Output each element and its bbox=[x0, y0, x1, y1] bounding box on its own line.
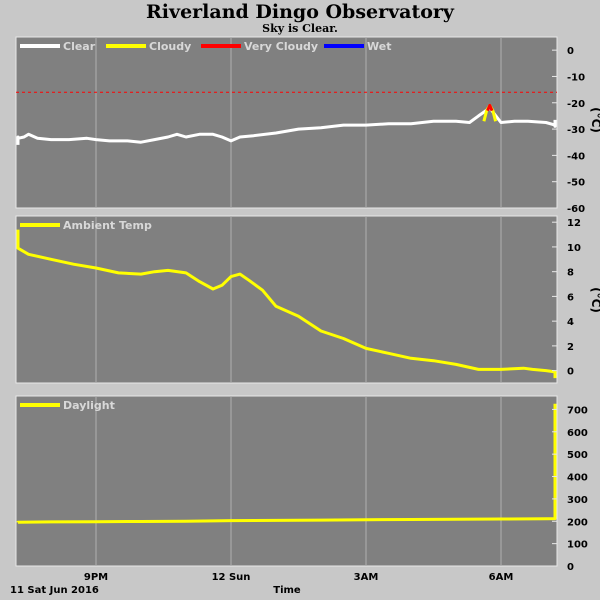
sky-temp-series bbox=[16, 103, 557, 145]
ambient-legend: Ambient Temp bbox=[20, 219, 152, 232]
sky-status-subtitle: Sky is Clear. bbox=[262, 22, 338, 35]
y-tick-label-0: 700 bbox=[567, 405, 588, 416]
x-axis-label: Time bbox=[273, 585, 301, 596]
ambient-temp-panel: 12 10 8 6 4 2 0 (°C) Ambient Temp bbox=[15, 215, 600, 384]
sky-temp-y-ticks: 0 -10 -20 -30 -40 -50 -60 bbox=[552, 46, 585, 215]
ambient-temp-plot-area bbox=[15, 215, 558, 384]
y-tick-label-6: -60 bbox=[567, 204, 585, 215]
legend-ambient-temp: Ambient Temp bbox=[63, 219, 152, 232]
y-tick-label-2: 500 bbox=[567, 450, 588, 461]
x-tick-label-0: 9PM bbox=[84, 572, 108, 583]
y-tick-label-1: -10 bbox=[567, 72, 585, 83]
y-tick-label-4: 4 bbox=[567, 317, 574, 328]
series-line-3 bbox=[486, 103, 494, 112]
y-tick-label-6: 100 bbox=[567, 540, 588, 551]
x-tick-label-2: 3AM bbox=[354, 572, 379, 583]
y-tick-label-0: 12 bbox=[567, 218, 581, 229]
ambient-temp-y-unit: (°C) bbox=[589, 287, 600, 313]
y-tick-label-1: 10 bbox=[567, 243, 581, 254]
y-tick-label-3: 6 bbox=[567, 292, 574, 303]
daylight-y-ticks: 700 600 500 400 300 200 100 0 bbox=[552, 405, 588, 573]
series-line-0 bbox=[16, 106, 491, 145]
y-tick-label-4: 300 bbox=[567, 495, 588, 506]
sky-temp-panel: 0 -10 -20 -30 -40 -50 -60 (°C) Clear Cloudy Ve… bbox=[15, 36, 600, 215]
daylight-legend: Daylight bbox=[20, 399, 115, 412]
series-line-0 bbox=[16, 403, 557, 524]
series-line-1 bbox=[488, 107, 557, 128]
y-tick-label-7: 0 bbox=[567, 562, 574, 573]
y-tick-label-3: 400 bbox=[567, 473, 588, 484]
daylight-grid bbox=[95, 396, 502, 566]
daylight-panel: 700 600 500 400 300 200 100 0 Daylight bbox=[15, 395, 588, 573]
y-tick-label-0: 0 bbox=[567, 46, 574, 57]
y-tick-label-2: -20 bbox=[567, 99, 585, 110]
sky-temp-y-unit: (°C) bbox=[589, 107, 600, 133]
ambient-temp-y-ticks: 12 10 8 6 4 2 0 bbox=[552, 218, 581, 378]
x-tick-label-3: 6AM bbox=[489, 572, 514, 583]
legend-clear: Clear bbox=[63, 40, 96, 53]
sky-legend: Clear Cloudy Very Cloudy Wet bbox=[20, 40, 391, 53]
y-tick-label-1: 600 bbox=[567, 428, 588, 439]
y-tick-label-4: -40 bbox=[567, 151, 585, 162]
ambient-temp-series bbox=[16, 229, 557, 379]
legend-cloudy: Cloudy bbox=[149, 40, 191, 53]
y-tick-label-6: 0 bbox=[567, 367, 574, 378]
daylight-plot-area bbox=[15, 395, 558, 567]
series-line-0 bbox=[16, 229, 557, 379]
ambient-temp-grid bbox=[95, 216, 502, 383]
date-label: 11 Sat Jun 2016 bbox=[10, 585, 99, 596]
daylight-series bbox=[16, 403, 557, 524]
x-axis-ticks: 9PM 12 Sun 3AM 6AM bbox=[84, 572, 513, 583]
legend-wet: Wet bbox=[367, 40, 391, 53]
sky-temp-grid bbox=[95, 37, 502, 208]
page-title: Riverland Dingo Observatory bbox=[146, 1, 454, 23]
y-tick-label-5: 200 bbox=[567, 517, 588, 528]
y-tick-label-2: 8 bbox=[567, 268, 574, 279]
sky-temp-plot-area bbox=[15, 36, 558, 209]
y-tick-label-3: -30 bbox=[567, 125, 585, 136]
y-tick-label-5: 2 bbox=[567, 342, 574, 353]
x-tick-label-1: 12 Sun bbox=[212, 572, 251, 583]
y-tick-label-5: -50 bbox=[567, 178, 585, 189]
legend-daylight: Daylight bbox=[63, 399, 115, 412]
legend-very-cloudy: Very Cloudy bbox=[244, 40, 318, 53]
